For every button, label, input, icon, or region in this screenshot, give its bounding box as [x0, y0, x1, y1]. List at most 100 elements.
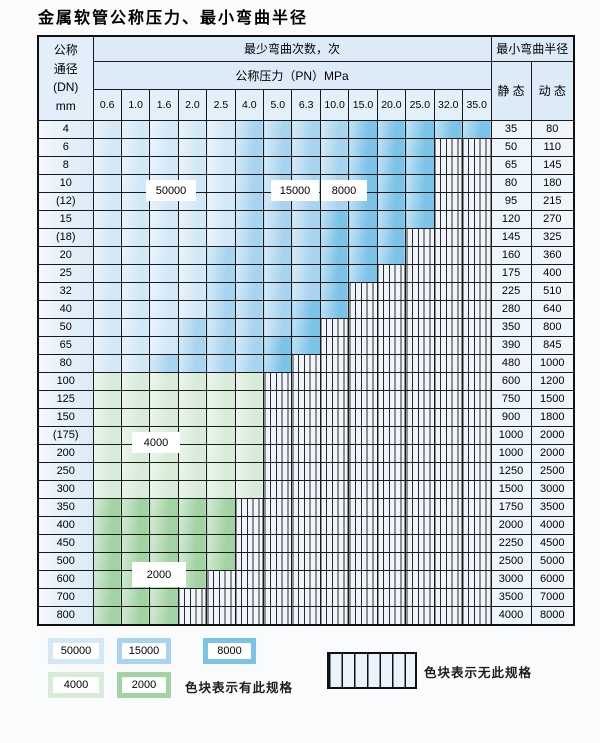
- spec-cell: [206, 155, 236, 175]
- static-radius-cell: 350: [490, 317, 532, 337]
- no-spec-cell: [433, 479, 463, 499]
- table-row-dn-400: 400 2000 4000: [37, 515, 575, 535]
- no-spec-cell: [263, 605, 293, 625]
- spec-cell: [376, 191, 407, 211]
- dn-cell: 700: [37, 587, 94, 607]
- spec-cell: [92, 461, 122, 481]
- no-spec-cell: [405, 587, 435, 607]
- no-spec-cell: [348, 515, 378, 535]
- spec-cell: [291, 281, 321, 301]
- spec-cell: [234, 173, 265, 193]
- no-spec-cell: [376, 515, 407, 535]
- spec-cell: [92, 227, 122, 247]
- no-spec-cell: [234, 533, 265, 553]
- spec-cell: [92, 371, 122, 391]
- dynamic-radius-cell: 400: [530, 263, 575, 283]
- no-spec-cell: [319, 425, 350, 445]
- no-spec-cell: [319, 443, 350, 463]
- spec-cell: [319, 245, 350, 265]
- table-row-dn-450: 450 2250 4500: [37, 533, 575, 553]
- no-spec-cell: [461, 569, 492, 589]
- no-spec-cell: [319, 407, 350, 427]
- spec-cell: [92, 155, 122, 175]
- no-spec-cell: [263, 551, 293, 571]
- spec-cell: [319, 137, 350, 157]
- no-spec-cell: [461, 551, 492, 571]
- spec-cell: [234, 461, 265, 481]
- no-spec-cell: [433, 155, 463, 175]
- spec-cell: [92, 281, 122, 301]
- legend-swatch-label: 2000: [122, 677, 166, 693]
- spec-cell: [92, 137, 122, 157]
- spec-cell: [92, 299, 122, 319]
- spec-cell: [177, 389, 208, 409]
- no-spec-cell: [433, 191, 463, 211]
- spec-cell: [234, 263, 265, 283]
- spec-cell: [206, 353, 236, 373]
- no-spec-cell: [461, 407, 492, 427]
- dynamic-radius-cell: 510: [530, 281, 575, 301]
- table-body: 4 35 80 6 50 110 8 65 145 10 80 180 (12) 95 215 15 120 27…: [37, 119, 575, 625]
- static-radius-cell: 480: [490, 353, 532, 373]
- no-spec-cell: [291, 425, 321, 445]
- pressure-tick-4.0: 4.0: [234, 88, 265, 121]
- no-spec-cell: [405, 371, 435, 391]
- no-spec-cell: [263, 479, 293, 499]
- table-row-dn-100: 100 600 1200: [37, 371, 575, 391]
- no-spec-cell: [291, 353, 321, 373]
- static-radius-cell: 2500: [490, 551, 532, 571]
- no-spec-cell: [405, 551, 435, 571]
- spec-cell: [177, 317, 208, 337]
- no-spec-cell: [433, 353, 463, 373]
- table-row-dn-300: 300 1500 3000: [37, 479, 575, 499]
- spec-cell: [376, 155, 407, 175]
- pressure-tick-15.0: 15.0: [348, 88, 378, 121]
- no-spec-cell: [461, 263, 492, 283]
- static-radius-cell: 1500: [490, 479, 532, 499]
- spec-cell: [206, 299, 236, 319]
- spec-cell: [177, 137, 208, 157]
- dn-cell: (12): [37, 191, 94, 211]
- spec-cell: [92, 443, 122, 463]
- table-row-dn-65: 65 390 845: [37, 335, 575, 355]
- spec-cell: [120, 317, 151, 337]
- spec-cell: [149, 371, 179, 391]
- legend-swatch-label: 50000: [53, 643, 99, 659]
- table-row-dn-(18): (18) 145 325: [37, 227, 575, 247]
- no-spec-cell: [291, 389, 321, 409]
- dn-cell: 15: [37, 209, 94, 229]
- dn-cell: 250: [37, 461, 94, 481]
- header-min-bend-cycles: 最少弯曲次数，次: [92, 35, 492, 62]
- static-radius-cell: 175: [490, 263, 532, 283]
- no-spec-cell: [348, 461, 378, 481]
- static-radius-cell: 2000: [490, 515, 532, 535]
- no-spec-cell: [433, 281, 463, 301]
- spec-cell: [234, 245, 265, 265]
- no-spec-cell: [319, 389, 350, 409]
- dn-cell: 25: [37, 263, 94, 283]
- legend-swatch-label: 4000: [53, 677, 99, 693]
- spec-cell: [92, 263, 122, 283]
- spec-cell: [149, 605, 179, 625]
- table-row-dn-(175): (175) 1000 2000: [37, 425, 575, 445]
- dynamic-radius-cell: 800: [530, 317, 575, 337]
- spec-cell: [177, 461, 208, 481]
- no-spec-cell: [433, 551, 463, 571]
- no-spec-cell: [376, 461, 407, 481]
- no-spec-cell: [234, 551, 265, 571]
- dn-cell: 350: [37, 497, 94, 517]
- spec-cell: [263, 227, 293, 247]
- no-spec-cell: [319, 317, 350, 337]
- pressure-tick-2.5: 2.5: [206, 88, 236, 121]
- spec-cell: [149, 335, 179, 355]
- static-radius-cell: 1250: [490, 461, 532, 481]
- spec-cell: [120, 371, 151, 391]
- no-spec-cell: [461, 605, 492, 625]
- dn-cell: 800: [37, 605, 94, 625]
- corner-line-1: 公称: [53, 43, 78, 58]
- table-row-dn-4: 4 35 80: [37, 119, 575, 139]
- dynamic-radius-cell: 1800: [530, 407, 575, 427]
- dynamic-radius-cell: 270: [530, 209, 575, 229]
- spec-cell: [348, 227, 378, 247]
- legend-has-spec-note: 色块表示有此规格: [185, 681, 294, 695]
